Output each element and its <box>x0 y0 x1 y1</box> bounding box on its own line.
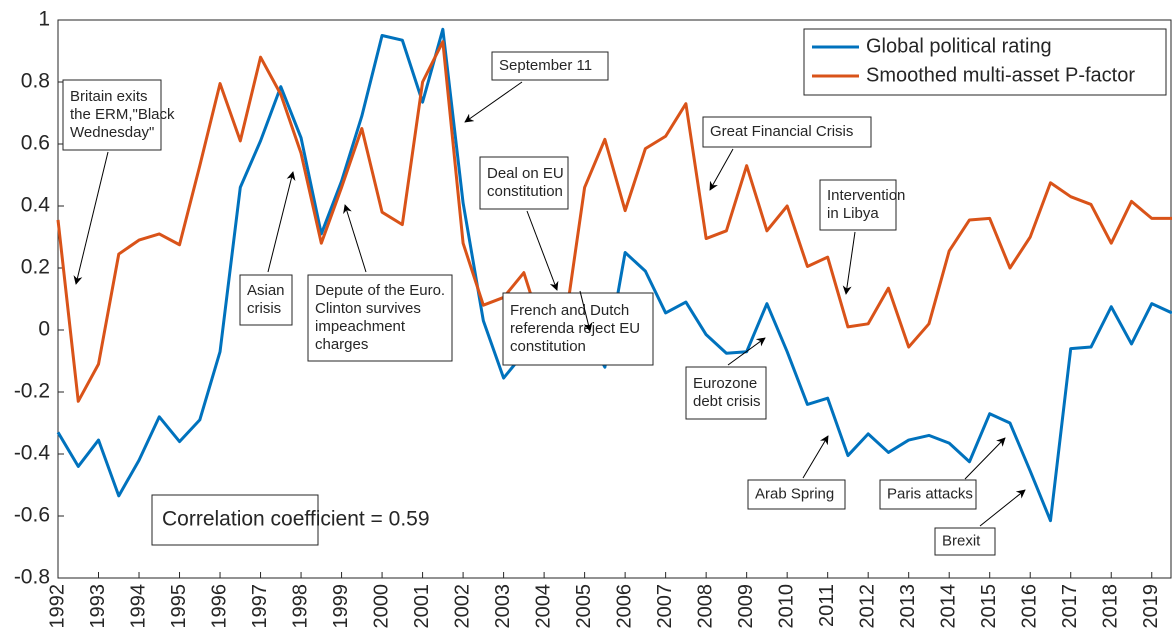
annotation-arrow <box>526 210 559 291</box>
annotation-text: Depute of the Euro. <box>315 282 445 299</box>
x-tick-label: 2005 <box>573 584 595 629</box>
annotation-text: Asian <box>247 282 285 299</box>
x-tick-label: 1994 <box>127 584 149 629</box>
annotation-text: Arab Spring <box>755 485 834 502</box>
series-line <box>56 27 1172 523</box>
x-tick-label: 2000 <box>370 584 392 629</box>
annotation-arrow <box>73 151 109 285</box>
annotation-text: Intervention <box>827 187 905 204</box>
annotation-box <box>307 274 453 362</box>
series-line <box>56 40 1172 403</box>
annotation-text: Correlation coefficient = 0.59 <box>162 508 430 531</box>
y-tick-label: -0.8 <box>14 566 50 589</box>
annotation-text: the ERM,"Black <box>70 106 175 123</box>
y-tick-label: 0 <box>38 318 50 341</box>
legend-label: Smoothed multi-asset P-factor <box>866 64 1135 86</box>
annotation-arrow <box>802 435 829 479</box>
annotation-arrow <box>267 171 296 273</box>
y-tick-label: 0.2 <box>21 256 50 279</box>
annotation-text: debt crisis <box>693 393 761 410</box>
x-tick-label: 1997 <box>249 584 271 629</box>
annotation-arrow <box>842 231 856 295</box>
legend-box <box>803 28 1167 96</box>
x-tick-label: 2013 <box>897 584 919 629</box>
annotation-text: Britain exits <box>70 88 148 105</box>
annotation-text: impeachment <box>315 318 406 335</box>
annotation-text: charges <box>315 336 368 353</box>
annotation-text: referenda reject EU <box>510 320 640 337</box>
annotation-arrow <box>464 81 523 123</box>
annotation-box <box>479 156 569 210</box>
annotation-arrow <box>709 148 734 191</box>
annotation-arrow <box>343 204 367 273</box>
x-tick-label: 1993 <box>87 584 109 629</box>
annotation-box <box>502 292 654 366</box>
x-tick-label: 2003 <box>492 584 514 629</box>
y-tick-label: 0.4 <box>21 194 51 217</box>
annotation-box <box>491 51 609 81</box>
x-tick-label: 2010 <box>775 584 797 629</box>
y-tick-label: -0.6 <box>14 504 50 527</box>
x-tick-label: 2011 <box>816 584 838 627</box>
annotation-arrow <box>727 337 766 366</box>
x-tick-label: 2001 <box>411 584 433 629</box>
x-tick-label: 2017 <box>1059 584 1081 629</box>
x-tick-label: 2015 <box>978 584 1000 629</box>
x-tick-label: 1998 <box>289 584 311 629</box>
x-tick-label: 2012 <box>856 584 878 629</box>
x-tick-label: 2018 <box>1100 584 1122 629</box>
y-tick-label: -0.4 <box>14 442 51 465</box>
annotation-arrow <box>979 489 1026 527</box>
x-tick-label: 2019 <box>1140 584 1162 629</box>
x-tick-label: 2004 <box>532 584 554 629</box>
x-tick-label: 1995 <box>168 584 190 629</box>
x-tick-label: 2007 <box>654 584 676 629</box>
annotation-box <box>685 366 767 420</box>
annotation-text: Eurozone <box>693 375 757 392</box>
annotation-text: Clinton survives <box>315 300 421 317</box>
annotation-text: Paris attacks <box>887 485 973 502</box>
legend-label: Global political rating <box>866 35 1052 57</box>
x-tick-label: 2008 <box>694 584 716 629</box>
annotation-text: constitution <box>510 338 586 355</box>
y-tick-label: 0.8 <box>21 70 50 93</box>
annotation-arrow <box>579 290 593 332</box>
x-tick-label: 2014 <box>937 584 959 629</box>
annotation-box <box>879 479 977 510</box>
annotation-text: constitution <box>487 183 563 200</box>
x-tick-label: 1992 <box>46 584 68 629</box>
x-tick-label: 2002 <box>451 584 473 629</box>
x-tick-label: 2016 <box>1018 584 1040 629</box>
x-tick-label: 1999 <box>330 584 352 629</box>
annotation-box <box>62 79 162 151</box>
y-tick-label: 1 <box>38 8 50 31</box>
annotation-text: September 11 <box>499 57 592 74</box>
annotation-box <box>819 179 897 231</box>
y-tick-label: -0.2 <box>14 380 50 403</box>
annotation-text: Brexit <box>942 532 981 549</box>
annotation-arrow <box>964 437 1006 480</box>
annotation-box <box>151 494 319 546</box>
annotation-text: crisis <box>247 300 281 317</box>
annotation-text: Great Financial Crisis <box>710 123 853 140</box>
x-tick-label: 2006 <box>613 584 635 629</box>
plot-area <box>57 19 1172 579</box>
y-tick-label: 0.6 <box>21 132 50 155</box>
annotation-text: Deal on EU <box>487 165 564 182</box>
annotation-box <box>239 274 293 326</box>
annotation-text: in Libya <box>827 205 879 222</box>
annotation-box <box>747 479 846 510</box>
annotation-box <box>934 527 996 556</box>
annotation-box <box>702 116 872 148</box>
x-tick-label: 1996 <box>208 584 230 629</box>
annotation-text: French and Dutch <box>510 302 629 319</box>
annotation-text: Wednesday" <box>70 124 154 141</box>
x-tick-label: 2009 <box>735 584 757 629</box>
